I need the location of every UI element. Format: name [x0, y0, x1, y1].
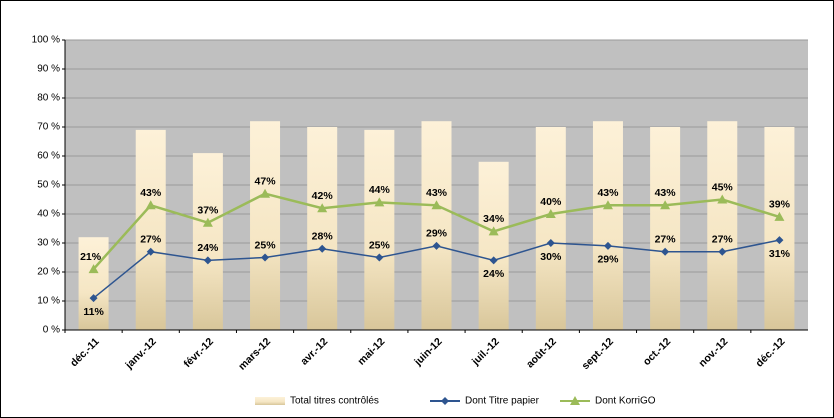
- marker: [260, 188, 271, 198]
- bar: [707, 121, 738, 330]
- bar: [650, 127, 681, 330]
- data-label: 25%: [369, 239, 391, 251]
- bar: [535, 127, 566, 330]
- marker: [545, 209, 556, 218]
- marker: [202, 217, 213, 227]
- data-label: 47%: [255, 175, 277, 187]
- marker: [431, 200, 442, 210]
- y-tick-label: 30 %: [37, 238, 60, 249]
- y-tick-label: 50 %: [37, 180, 60, 191]
- y-tick-label: 60 %: [37, 151, 60, 162]
- data-label: 43%: [140, 187, 162, 199]
- marker: [375, 253, 384, 262]
- marker: [261, 253, 270, 262]
- data-label: 30%: [540, 251, 562, 263]
- data-label: 37%: [197, 204, 219, 216]
- marker: [374, 197, 385, 207]
- legend-swatch: [255, 397, 285, 405]
- marker: [717, 194, 728, 204]
- data-label: 43%: [597, 187, 619, 199]
- data-label: 11%: [83, 306, 104, 318]
- data-label: 44%: [369, 184, 391, 196]
- marker: [432, 241, 441, 250]
- data-label: 29%: [426, 228, 448, 240]
- bar: [764, 127, 795, 330]
- legend-marker: [570, 396, 580, 405]
- y-tick-label: 10 %: [37, 296, 60, 307]
- data-label: 28%: [312, 231, 334, 243]
- y-tick-label: 90 %: [37, 64, 60, 75]
- data-label: 24%: [483, 268, 505, 280]
- data-label: 27%: [655, 233, 677, 245]
- data-label: 21%: [80, 251, 102, 263]
- marker: [88, 264, 99, 274]
- marker: [718, 247, 727, 256]
- marker: [317, 203, 328, 213]
- data-label: 40%: [540, 196, 562, 208]
- bar: [250, 121, 281, 330]
- data-label: 39%: [769, 199, 791, 211]
- marker: [775, 236, 784, 245]
- data-label: 31%: [769, 248, 791, 260]
- data-label: 45%: [712, 181, 734, 193]
- marker: [661, 247, 670, 256]
- marker: [603, 241, 612, 250]
- marker: [774, 211, 785, 221]
- data-label: 24%: [197, 242, 219, 254]
- data-label: 43%: [655, 187, 677, 199]
- data-label: 29%: [597, 254, 619, 266]
- y-tick-label: 70 %: [37, 122, 60, 133]
- bar: [78, 237, 109, 330]
- y-tick-label: 100 %: [32, 35, 60, 46]
- marker: [203, 256, 212, 265]
- y-tick-label: 40 %: [37, 209, 60, 220]
- data-label: 34%: [483, 213, 505, 225]
- bar: [421, 121, 452, 330]
- marker: [318, 244, 327, 253]
- marker: [489, 256, 498, 265]
- marker: [146, 247, 155, 256]
- bar: [364, 129, 395, 330]
- legend-label: Dont Titre papier: [465, 396, 540, 407]
- marker: [602, 200, 613, 210]
- marker: [89, 294, 98, 303]
- data-label: 25%: [255, 239, 277, 251]
- data-label: 42%: [312, 190, 334, 202]
- marker: [546, 239, 555, 247]
- y-tick-label: 80 %: [37, 93, 60, 104]
- bar: [135, 129, 166, 330]
- legend-label: Total titres contrôlés: [290, 396, 379, 407]
- marker: [488, 226, 499, 236]
- data-label: 43%: [426, 187, 448, 199]
- marker: [660, 200, 671, 210]
- legend-label: Dont KorriGO: [595, 396, 656, 407]
- marker: [145, 200, 156, 210]
- bar: [592, 121, 623, 330]
- data-label: 27%: [712, 233, 734, 245]
- bar: [192, 153, 223, 330]
- bar: [307, 127, 338, 330]
- y-tick-label: 0 %: [43, 325, 60, 336]
- y-tick-label: 20 %: [37, 267, 60, 278]
- legend-marker: [441, 397, 449, 405]
- bar: [478, 161, 509, 330]
- data-label: 27%: [140, 233, 162, 245]
